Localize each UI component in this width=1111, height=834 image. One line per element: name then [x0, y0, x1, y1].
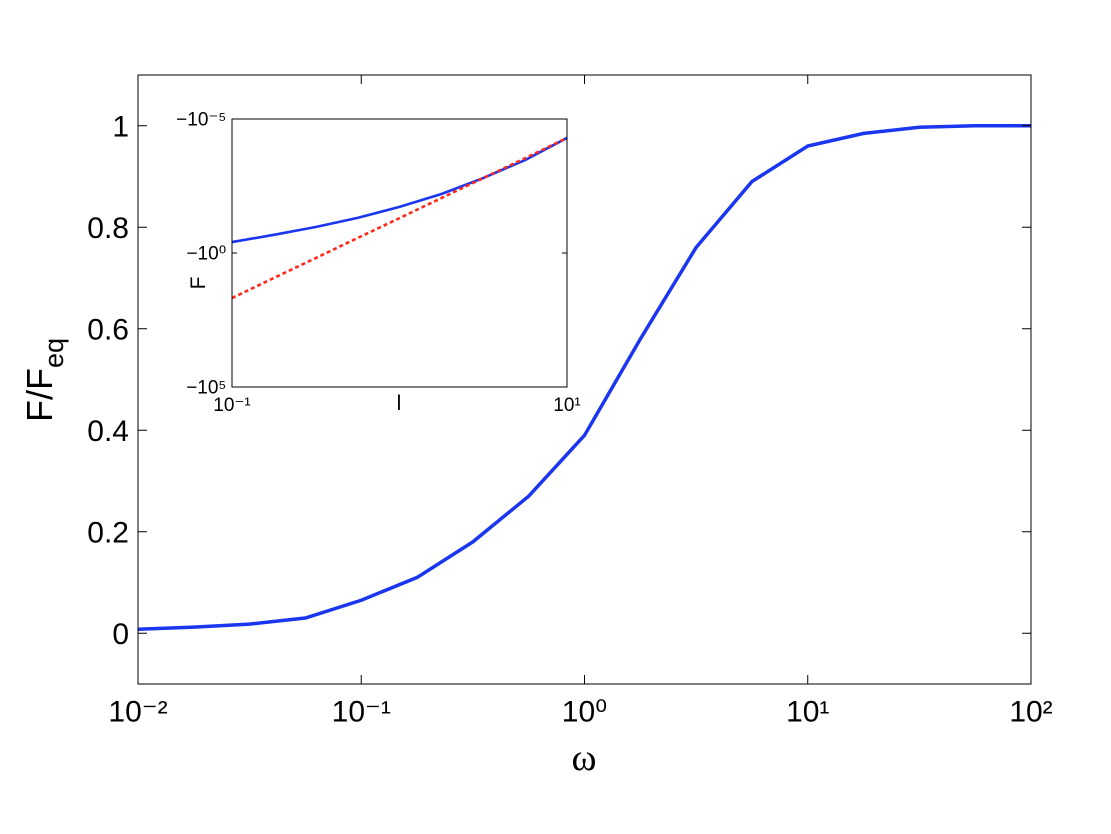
- data-line: [231, 136, 568, 300]
- x-tick-label: 10⁻¹: [332, 696, 391, 729]
- y-axis-label-text: F/F: [19, 368, 60, 422]
- y-axis-label-subscript: eq: [39, 338, 69, 368]
- plot-area: [232, 119, 567, 387]
- x-tick-label: 10⁻²: [108, 696, 167, 729]
- x-tick-label: 10¹: [786, 696, 829, 729]
- y-tick-label: 1: [112, 110, 129, 143]
- y-tick-label: 0: [112, 618, 129, 651]
- x-tick-label: 10¹: [553, 395, 580, 416]
- x-tick-label: 10²: [1009, 696, 1052, 729]
- data-line: [137, 124, 1031, 631]
- y-tick-label: −10⁻⁵: [176, 110, 226, 131]
- y-tick-label: −10⁰: [186, 244, 226, 265]
- x-axis-label: l: [397, 392, 402, 415]
- y-tick-label: 0.2: [87, 516, 129, 549]
- y-tick-label: −10⁵: [186, 378, 226, 399]
- x-axis-label: ω: [571, 737, 596, 779]
- x-tick-label: 10⁻¹: [213, 395, 251, 416]
- y-axis-label-text: F: [187, 277, 210, 290]
- y-axis-label: F: [187, 277, 210, 290]
- y-tick-label: 0.8: [87, 212, 129, 245]
- y-tick-label: 0.4: [87, 415, 129, 448]
- y-tick-label: 0.6: [87, 313, 129, 346]
- y-axis-label: F/Feq: [19, 338, 69, 422]
- x-tick-label: 10⁰: [562, 696, 607, 729]
